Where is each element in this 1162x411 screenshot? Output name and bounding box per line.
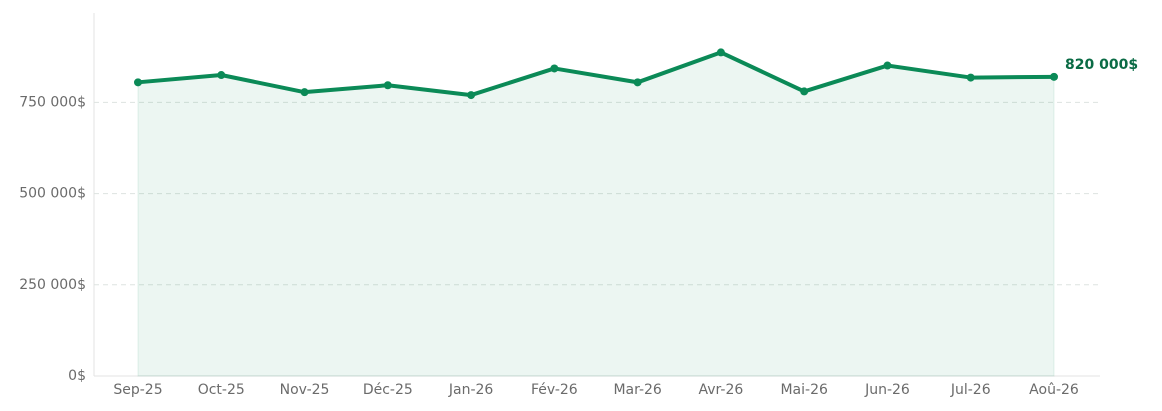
line <box>137 50 1055 98</box>
y-tick-label: 750 000$ <box>19 94 86 110</box>
point <box>134 78 142 87</box>
point <box>716 48 725 57</box>
x-tick-label: Jan-26 <box>448 382 494 398</box>
x-tick-label: Sep-25 <box>113 382 162 398</box>
x-tick-label: Nov-25 <box>280 382 330 398</box>
y-tick-label: 0$ <box>68 368 86 384</box>
point <box>883 61 892 70</box>
y-tick-label: 500 000$ <box>19 186 86 202</box>
x-tick-label: Avr-26 <box>699 382 744 398</box>
point <box>300 88 309 97</box>
y-tick-label: 250 000$ <box>19 277 86 293</box>
x-tick-label: Fév-26 <box>531 382 578 398</box>
x-tick-label: Déc-25 <box>363 382 413 398</box>
x-tick-label: Jul-26 <box>950 382 991 398</box>
point <box>217 71 226 80</box>
x-tick-label: Jun-26 <box>864 382 910 398</box>
x-tick-label: Mai-26 <box>780 382 828 398</box>
point <box>633 78 642 87</box>
point <box>550 64 559 73</box>
x-tick-label: Oct-25 <box>198 382 245 398</box>
area <box>137 51 1055 377</box>
point <box>383 81 392 90</box>
x-tick-label: Mar-26 <box>613 382 661 398</box>
point <box>1050 72 1058 81</box>
x-tick-label: Aoû-26 <box>1029 382 1079 398</box>
value-label: 820 000$ <box>1065 57 1138 73</box>
point <box>966 73 975 82</box>
point <box>467 91 476 100</box>
point <box>800 87 809 96</box>
